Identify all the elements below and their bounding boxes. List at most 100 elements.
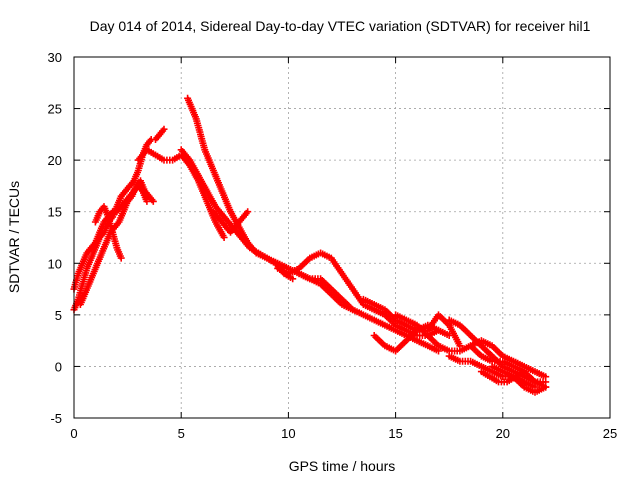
- interpolated-points: [490, 344, 505, 358]
- interpolated-points: [297, 256, 312, 271]
- interpolated-points: [372, 302, 387, 313]
- interpolated-points: [501, 358, 515, 369]
- interpolated-points: [114, 204, 124, 214]
- interpolated-points: [204, 189, 218, 209]
- interpolated-points: [533, 369, 547, 380]
- interpolated-points: [490, 364, 505, 375]
- interpolated-points: [257, 250, 269, 261]
- interpolated-points: [287, 266, 301, 277]
- interpolated-points: [119, 189, 128, 198]
- interpolated-points: [297, 271, 312, 282]
- interpolated-points: [99, 241, 109, 255]
- interpolated-points: [179, 148, 192, 162]
- interpolated-points: [437, 327, 451, 338]
- interpolated-points: [134, 179, 143, 188]
- interpolated-points: [362, 312, 376, 323]
- interpolated-points: [248, 245, 260, 256]
- interpolated-points: [372, 307, 387, 318]
- interpolated-points: [501, 353, 515, 364]
- x-tick-label: 20: [496, 426, 510, 441]
- series-track-8: [209, 208, 252, 236]
- y-tick-label: 15: [48, 205, 62, 220]
- interpolated-points: [71, 297, 81, 312]
- interpolated-points: [437, 343, 451, 354]
- interpolated-points: [394, 322, 408, 333]
- interpolated-points: [308, 276, 322, 287]
- interpolated-points: [404, 328, 419, 343]
- interpolated-points: [90, 261, 101, 275]
- interpolated-points: [171, 152, 183, 163]
- interpolated-points: [163, 156, 174, 164]
- interpolated-points: [458, 343, 472, 354]
- series-track-14: [424, 311, 464, 350]
- interpolated-points: [147, 194, 156, 204]
- x-axis-label: GPS time / hours: [289, 458, 396, 474]
- interpolated-points: [329, 292, 344, 307]
- interpolated-points: [480, 338, 494, 349]
- interpolated-points: [459, 357, 472, 365]
- interpolated-points: [522, 379, 537, 390]
- y-axis-label: SDTVAR / TECUs: [6, 181, 22, 293]
- interpolated-points: [415, 338, 430, 349]
- interpolated-points: [318, 277, 333, 291]
- interpolated-points: [362, 296, 376, 307]
- interpolated-points: [488, 374, 500, 385]
- interpolated-points: [426, 333, 441, 348]
- series-track-9: [274, 249, 442, 339]
- interpolated-points: [318, 282, 333, 296]
- interpolated-points: [202, 148, 216, 172]
- interpolated-points: [239, 235, 252, 250]
- y-tick-label: 5: [55, 308, 62, 323]
- interpolated-points: [405, 317, 419, 328]
- interpolated-points: [372, 333, 387, 348]
- interpolated-points: [491, 357, 504, 365]
- interpolated-points: [144, 137, 154, 147]
- interpolated-points: [480, 353, 494, 364]
- interpolated-points: [393, 338, 408, 353]
- interpolated-points: [394, 317, 408, 328]
- interpolated-points: [237, 209, 250, 224]
- interpolated-points: [522, 384, 537, 395]
- interpolated-points: [448, 347, 461, 355]
- data-point: [520, 368, 528, 376]
- interpolated-points: [329, 287, 344, 302]
- plot-area-border: [73, 56, 611, 419]
- x-tick-labels: 0 5 10 15 20 25: [70, 426, 617, 441]
- interpolated-points: [350, 287, 366, 307]
- data-series: [70, 94, 550, 396]
- interpolated-points: [447, 353, 462, 364]
- interpolated-points: [112, 220, 122, 229]
- interpolated-points: [187, 158, 201, 178]
- x-tick-label: 25: [603, 426, 617, 441]
- interpolated-points: [319, 250, 333, 261]
- interpolated-points: [125, 194, 134, 204]
- interpolated-points: [157, 127, 167, 137]
- x-tick-label: 15: [388, 426, 402, 441]
- interpolated-points: [522, 369, 537, 384]
- interpolated-points: [501, 364, 515, 375]
- interpolated-points: [195, 174, 210, 193]
- data-point: [117, 254, 125, 262]
- interpolated-points: [222, 215, 235, 229]
- interpolated-points: [114, 246, 124, 260]
- interpolated-points: [265, 255, 277, 266]
- interpolated-points: [512, 358, 526, 369]
- interpolated-points: [383, 307, 398, 322]
- interpolated-points: [142, 189, 152, 198]
- interpolated-points: [394, 327, 408, 338]
- data-point: [160, 125, 168, 133]
- y-tick-labels: -5 0 5 10 15 20 25 30: [48, 50, 62, 426]
- interpolated-points: [480, 369, 492, 379]
- interpolated-points: [89, 240, 98, 250]
- interpolated-points: [79, 251, 90, 265]
- interpolated-points: [458, 323, 473, 338]
- interpolated-points: [372, 317, 387, 328]
- interpolated-points: [479, 344, 494, 358]
- data-point: [149, 197, 157, 205]
- interpolated-points: [468, 333, 484, 348]
- data-point: [220, 234, 228, 241]
- interpolated-points: [480, 364, 494, 375]
- interpolated-points: [351, 307, 365, 318]
- interpolated-points: [153, 132, 162, 142]
